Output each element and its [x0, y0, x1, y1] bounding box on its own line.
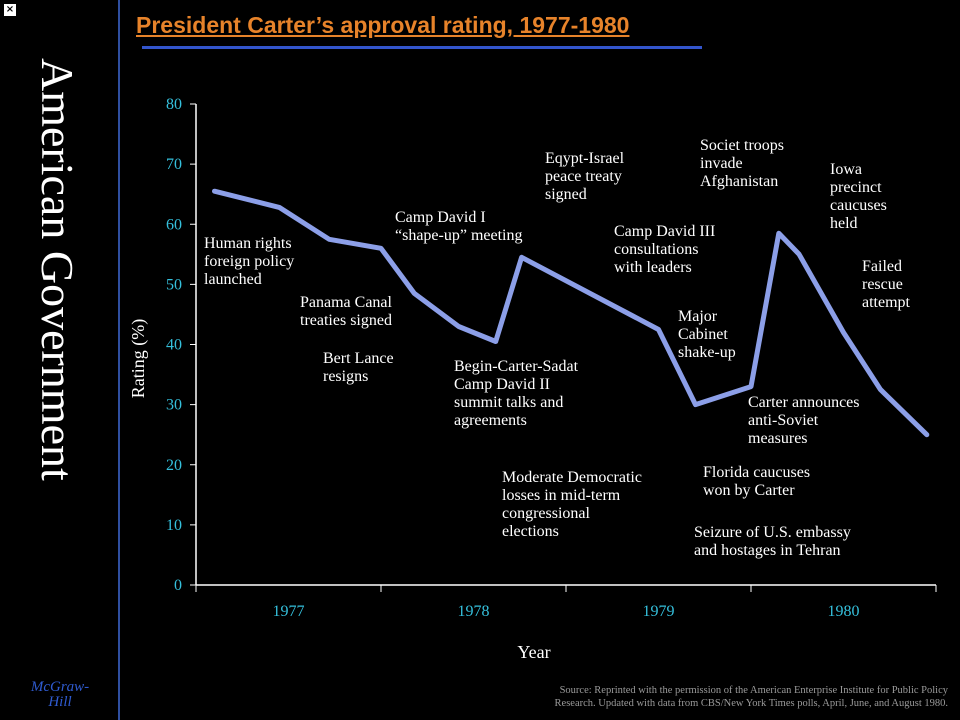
sidebar: × American Government McGraw- Hill: [0, 0, 118, 720]
y-axis-title: Rating (%): [128, 319, 149, 398]
event-annotation: Carter announces anti-Soviet measures: [748, 394, 860, 447]
event-annotation-line: congressional: [502, 505, 591, 522]
event-annotation-line: held: [830, 215, 858, 232]
publisher-line-2: Hill: [48, 694, 72, 710]
event-annotation-line: Afghanistan: [700, 173, 778, 190]
y-tick-label: 20: [166, 457, 182, 474]
event-annotation-line: and hostages in Tehran: [694, 542, 841, 559]
y-tick-label: 70: [166, 156, 182, 173]
event-annotation-line: anti-Soviet: [748, 412, 819, 429]
event-annotation-line: precinct: [830, 179, 882, 196]
event-annotation: Camp David I “shape-up” meeting: [395, 209, 523, 244]
event-annotation: Societ troops invade Afghanistan: [700, 137, 784, 190]
event-annotation: Panama Canal treaties signed: [300, 294, 393, 329]
event-annotation: Failed rescue attempt: [862, 258, 911, 311]
event-annotation: Human rights foreign policy launched: [204, 235, 294, 288]
event-annotation: Eqypt-Israel peace treaty signed: [545, 150, 625, 203]
event-annotation-line: measures: [748, 430, 808, 447]
source-line-1: Source: Reprinted with the permission of…: [559, 685, 948, 696]
event-annotation: Major Cabinet shake-up: [678, 308, 736, 361]
x-axis-title: Year: [517, 642, 550, 662]
event-annotation-line: “shape-up” meeting: [395, 227, 523, 244]
publisher-logo-text: McGraw- Hill: [14, 680, 106, 710]
event-annotation: Bert Lance resigns: [323, 350, 394, 385]
y-tick-label: 10: [166, 517, 182, 534]
event-annotation-line: agreements: [454, 412, 527, 429]
event-annotation-line: rescue: [862, 276, 903, 293]
event-annotation-line: Eqypt-Israel: [545, 150, 625, 167]
event-annotation: Begin-Carter-Sadat Camp David II summit ta…: [454, 358, 579, 429]
event-annotation-line: won by Carter: [703, 482, 795, 499]
event-annotation-line: summit talks and: [454, 394, 563, 411]
source-note: Source: Reprinted with the permission of…: [420, 684, 948, 710]
event-annotation-line: Cabinet: [678, 326, 728, 343]
event-annotation-line: foreign policy: [204, 253, 294, 270]
event-annotation: Iowa precinct caucuses held: [830, 161, 887, 232]
y-tick-label: 30: [166, 397, 182, 414]
event-annotation-line: treaties signed: [300, 312, 392, 329]
event-annotation-line: resigns: [323, 368, 368, 385]
x-tick-label: 1979: [643, 603, 675, 620]
event-annotation: Moderate Democratic losses in mid-term con…: [502, 469, 642, 540]
event-annotation-line: launched: [204, 271, 262, 288]
x-tick-label: 1977: [273, 603, 305, 620]
event-annotation-line: attempt: [862, 294, 911, 311]
title-underline: [142, 46, 702, 49]
event-annotation: Florida caucuses won by Carter: [703, 464, 810, 499]
event-annotation-line: Camp David II: [454, 376, 550, 393]
event-annotation-line: losses in mid-term: [502, 487, 621, 504]
event-annotation-line: peace treaty: [545, 168, 622, 185]
event-annotation-line: Seizure of U.S. embassy: [694, 524, 851, 541]
event-annotation-line: Bert Lance: [323, 350, 394, 367]
sidebar-divider: [118, 0, 120, 720]
event-annotation-line: Carter announces: [748, 394, 860, 411]
close-icon[interactable]: ×: [4, 4, 16, 16]
y-tick-label: 0: [174, 577, 182, 594]
event-annotation-line: Florida caucuses: [703, 464, 810, 481]
event-annotation-line: consultations: [614, 241, 698, 258]
event-annotation-line: Moderate Democratic: [502, 469, 642, 486]
y-tick-label: 50: [166, 276, 182, 293]
y-tick-label: 60: [166, 216, 182, 233]
y-tick-label: 40: [166, 337, 182, 354]
source-line-2: Research. Updated with data from CBS/New…: [554, 698, 948, 709]
approval-line: [212, 188, 930, 438]
event-annotation-line: signed: [545, 186, 587, 203]
event-annotation-line: with leaders: [614, 259, 692, 276]
x-tick-label: 1980: [828, 603, 860, 620]
event-annotation-line: invade: [700, 155, 743, 172]
event-annotation-line: Human rights: [204, 235, 292, 252]
event-annotation-line: Camp David I: [395, 209, 486, 226]
event-annotation-line: shake-up: [678, 344, 736, 361]
event-annotation-line: caucuses: [830, 197, 887, 214]
event-annotation-line: Societ troops: [700, 137, 784, 154]
chart-title: President Carter’s approval rating, 1977…: [136, 12, 630, 38]
event-annotation-line: Major: [678, 308, 718, 325]
y-tick-label: 80: [166, 96, 182, 113]
event-annotation-line: Failed: [862, 258, 902, 275]
event-annotation-line: Camp David III: [614, 223, 715, 240]
event-annotation-line: elections: [502, 523, 559, 540]
event-annotation-line: Panama Canal: [300, 294, 393, 311]
event-annotation-line: Begin-Carter-Sadat: [454, 358, 579, 375]
publisher-line-1: McGraw-: [30, 679, 90, 695]
event-annotation: Seizure of U.S. embassy and hostages in T…: [694, 524, 851, 559]
event-annotation-line: Iowa: [830, 161, 862, 178]
x-tick-label: 1978: [458, 603, 490, 620]
event-annotation: Camp David III consultations with leaders: [614, 223, 715, 276]
